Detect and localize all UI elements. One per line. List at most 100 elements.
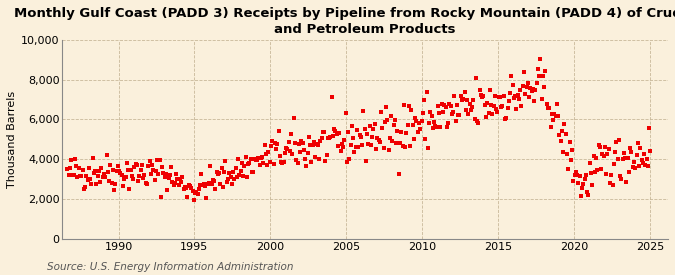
Point — [366, 143, 377, 147]
Point — [240, 155, 251, 160]
Point — [90, 169, 101, 173]
Point — [232, 175, 242, 179]
Point — [464, 102, 475, 107]
Point — [539, 85, 549, 90]
Point — [559, 122, 570, 126]
Point — [204, 181, 215, 185]
Point — [338, 145, 348, 149]
Point — [124, 186, 135, 191]
Point — [373, 138, 384, 142]
Point — [267, 139, 277, 143]
Point — [389, 117, 400, 122]
Point — [385, 114, 396, 119]
Point — [243, 162, 254, 166]
Point — [554, 133, 565, 137]
Point — [97, 175, 108, 179]
Point — [597, 152, 608, 156]
Point — [517, 84, 528, 89]
Point — [339, 138, 350, 142]
Point — [122, 161, 132, 165]
Point — [151, 168, 161, 173]
Point — [236, 160, 247, 165]
Point — [420, 137, 431, 141]
Point — [591, 156, 601, 160]
Point — [433, 104, 443, 108]
Point — [574, 174, 585, 178]
Point — [450, 119, 461, 123]
Point — [621, 180, 632, 184]
Point — [139, 173, 150, 177]
Point — [525, 86, 536, 90]
Point — [637, 160, 648, 165]
Point — [315, 139, 326, 143]
Point — [443, 121, 454, 125]
Point — [246, 170, 257, 174]
Point — [448, 110, 458, 114]
Point — [63, 173, 74, 177]
Point — [152, 158, 163, 162]
Point — [349, 149, 360, 154]
Point — [546, 112, 557, 117]
Point — [553, 114, 564, 119]
Point — [145, 172, 156, 177]
Point — [378, 146, 389, 150]
Point — [180, 185, 190, 189]
Point — [487, 112, 497, 116]
Point — [408, 136, 419, 141]
Point — [507, 82, 518, 87]
Point — [397, 144, 408, 148]
Point — [205, 163, 216, 168]
Point — [295, 150, 306, 154]
Point — [456, 94, 466, 98]
Point — [109, 188, 119, 192]
Point — [242, 175, 252, 179]
Point — [531, 81, 542, 85]
Point — [510, 94, 520, 98]
Point — [626, 150, 637, 154]
Point — [254, 163, 265, 167]
Point — [644, 126, 655, 130]
Point — [132, 163, 142, 167]
Point — [258, 161, 269, 166]
Point — [421, 89, 432, 94]
Point — [521, 85, 532, 89]
Point — [529, 99, 539, 103]
Point — [541, 102, 552, 106]
Point — [479, 103, 490, 107]
Point — [130, 162, 141, 166]
Point — [202, 182, 213, 186]
Point — [466, 105, 477, 109]
Point — [634, 164, 645, 168]
Point — [476, 92, 487, 97]
Point — [568, 179, 578, 184]
Point — [140, 181, 151, 186]
Point — [181, 186, 192, 191]
Point — [271, 147, 281, 152]
Point — [221, 180, 232, 184]
Point — [169, 181, 180, 185]
Point — [493, 95, 504, 99]
Point — [459, 90, 470, 94]
Point — [496, 105, 507, 109]
Point — [244, 161, 255, 165]
Point — [550, 114, 561, 118]
Point — [294, 142, 304, 146]
Point — [249, 157, 260, 161]
Point — [429, 120, 439, 124]
Point — [217, 185, 228, 189]
Point — [497, 104, 508, 108]
Point — [346, 124, 357, 128]
Point — [67, 173, 78, 178]
Point — [305, 143, 316, 147]
Point — [603, 147, 614, 152]
Point — [135, 168, 146, 172]
Point — [279, 151, 290, 155]
Point — [562, 152, 572, 156]
Point — [605, 180, 616, 185]
Point — [133, 178, 144, 183]
Point — [148, 168, 159, 173]
Point — [535, 56, 546, 61]
Point — [596, 167, 607, 172]
Point — [547, 118, 558, 122]
Point — [388, 122, 399, 127]
